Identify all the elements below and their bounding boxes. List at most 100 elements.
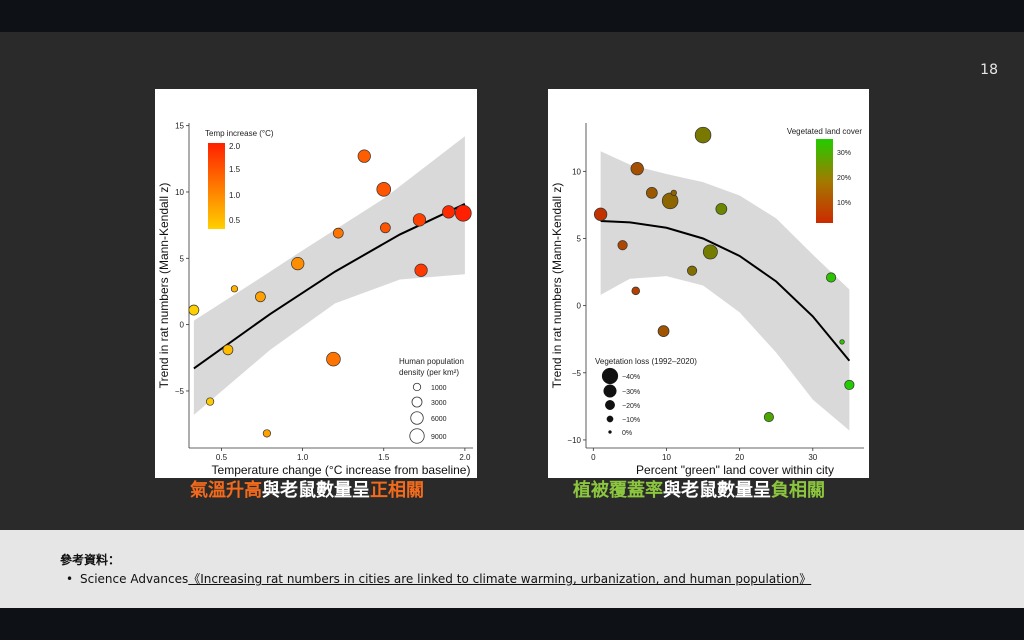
x-tick-label: 1.0 [297, 453, 309, 462]
caption-left-segment-0: 氣溫升高 [190, 480, 262, 501]
y-axis-title: Trend in rat numbers (Mann-Kendall z) [157, 183, 171, 389]
y-tick-label: 0 [577, 302, 582, 311]
size-legend-label: −10% [622, 417, 640, 424]
data-point [222, 344, 234, 356]
caption-temperature: 氣溫升高與老鼠數量呈正相關 [190, 476, 424, 502]
trend-line [600, 220, 851, 362]
size-legend-subtitle: density (per km²) [399, 368, 459, 377]
color-legend-tick: 2.0 [229, 142, 241, 151]
data-point [617, 240, 628, 251]
data-point [291, 257, 305, 271]
size-legend-circle [411, 396, 423, 408]
data-point [414, 263, 428, 277]
data-point [844, 379, 855, 390]
data-point [412, 213, 427, 227]
color-legend-tick: 1.5 [229, 165, 241, 174]
size-legend-circle [601, 367, 619, 385]
color-legend-tick: 0.5 [229, 216, 241, 225]
x-tick-label: 0 [591, 453, 596, 462]
data-point [454, 204, 472, 222]
size-legend-title: Vegetation loss (1992–2020) [595, 357, 697, 366]
size-legend-label: 3000 [431, 400, 447, 407]
data-point [262, 429, 271, 438]
y-tick-label: 5 [577, 234, 582, 243]
x-tick-label: 30 [808, 453, 817, 462]
data-point [670, 189, 677, 196]
data-point [376, 182, 392, 197]
data-point [763, 412, 774, 423]
color-legend-title: Vegetated land cover [787, 127, 863, 136]
data-point [593, 207, 608, 221]
size-legend-circle [605, 400, 615, 410]
caption-left-segment-2: 正相關 [370, 480, 424, 501]
data-point [715, 203, 728, 215]
data-point [702, 244, 718, 260]
y-tick-label: 0 [180, 321, 185, 330]
data-point [188, 304, 200, 316]
color-legend-tick: 1.0 [229, 191, 241, 200]
data-point [442, 205, 456, 219]
caption-right-segment-2: 負相關 [771, 480, 825, 501]
data-point [332, 227, 344, 239]
y-axis-title: Trend in rat numbers (Mann-Kendall z) [550, 183, 564, 389]
y-tick-label: −10 [567, 436, 581, 445]
data-point [380, 222, 391, 234]
data-point [631, 286, 640, 296]
color-legend-tick: 30% [837, 150, 851, 157]
x-tick-label: 20 [735, 453, 744, 462]
size-legend-circle [410, 411, 424, 425]
slide: 18 −5 0 5 10 15 0.5 1.0 1.5 2.0 Temperature chang… [0, 32, 1024, 530]
data-point [839, 339, 845, 345]
size-legend-label: −20% [622, 403, 640, 410]
data-point [694, 126, 712, 144]
temperature-chart-panel: −5 0 5 10 15 0.5 1.0 1.5 2.0 Temperature change (… [155, 89, 477, 478]
data-point [645, 186, 658, 199]
data-point [326, 351, 341, 367]
color-legend-tick: 10% [837, 200, 851, 207]
data-point [357, 149, 371, 163]
reference-link[interactable]: 《Increasing rat numbers in cities are li… [188, 572, 812, 586]
references-footer: 參考資料： • Science Advances《Increasing rat n… [0, 530, 1024, 608]
caption-left-segment-1: 與老鼠數量呈 [262, 480, 370, 501]
green-cover-chart-panel: −10 −5 0 5 10 0 10 20 30 Percent "green" land cov… [548, 89, 869, 478]
reference-source: Science Advances [80, 572, 189, 586]
y-tick-label: 10 [175, 188, 184, 197]
data-point [206, 397, 215, 406]
x-tick-label: 0.5 [216, 453, 228, 462]
references-title: 參考資料： [60, 553, 121, 567]
color-legend-tick: 20% [837, 175, 851, 182]
size-legend-circle [606, 415, 614, 423]
y-tick-label: 10 [572, 167, 581, 176]
x-tick-label: 10 [662, 453, 671, 462]
size-legend-label: 6000 [431, 416, 447, 423]
y-tick-label: 15 [175, 122, 184, 131]
y-tick-label: 5 [180, 254, 185, 263]
size-legend-circle [608, 430, 612, 434]
data-point [630, 162, 644, 176]
page-number: 18 [980, 62, 998, 78]
x-tick-label: 2.0 [459, 453, 471, 462]
size-legend-circle [409, 428, 425, 444]
size-legend-circle [603, 384, 617, 398]
y-tick-label: −5 [572, 369, 582, 378]
data-point [826, 272, 837, 283]
reference-item: • Science Advances《Increasing rat numbers… [66, 570, 811, 587]
size-legend-title: Human population [399, 357, 464, 366]
bullet: • [66, 572, 74, 586]
color-legend-bar [816, 139, 833, 223]
data-point [661, 192, 679, 210]
x-axis-title: Temperature change (°C increase from bas… [212, 463, 471, 477]
y-tick-label: −5 [175, 387, 185, 396]
data-point [230, 285, 239, 293]
data-point [687, 265, 698, 276]
size-legend-label: 9000 [431, 434, 447, 441]
color-legend-title: Temp increase (°C) [205, 129, 274, 138]
size-legend-label: −40% [622, 374, 640, 381]
size-legend-label: 0% [622, 430, 632, 437]
caption-right-segment-1: 與老鼠數量呈 [663, 480, 771, 501]
size-legend-label: 1000 [431, 385, 447, 392]
caption-vegetation: 植被覆蓋率與老鼠數量呈負相關 [573, 476, 825, 502]
x-tick-label: 1.5 [378, 453, 390, 462]
top-letterbox [0, 0, 1024, 32]
